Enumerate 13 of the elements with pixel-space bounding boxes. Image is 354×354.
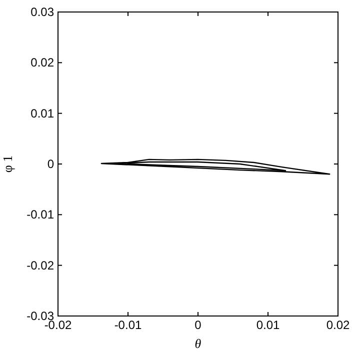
y-tick-label: 0.01 [30, 106, 54, 120]
x-tick-label: -0.01 [114, 318, 142, 332]
x-tick-label: 0.02 [326, 318, 350, 332]
y-tick-label: 0.02 [30, 56, 54, 70]
y-tick-label: 0.03 [30, 5, 54, 19]
x-tick-label: 0.01 [256, 318, 280, 332]
y-tick-label: -0.01 [26, 208, 54, 222]
y-tick-label: 0 [47, 157, 54, 171]
y-axis-title: φ 1 [0, 155, 15, 173]
x-tick-label: 0 [194, 318, 202, 332]
line-series [100, 158, 330, 175]
y-tick-label: -0.02 [26, 258, 54, 272]
x-axis-title: θ [194, 336, 202, 351]
